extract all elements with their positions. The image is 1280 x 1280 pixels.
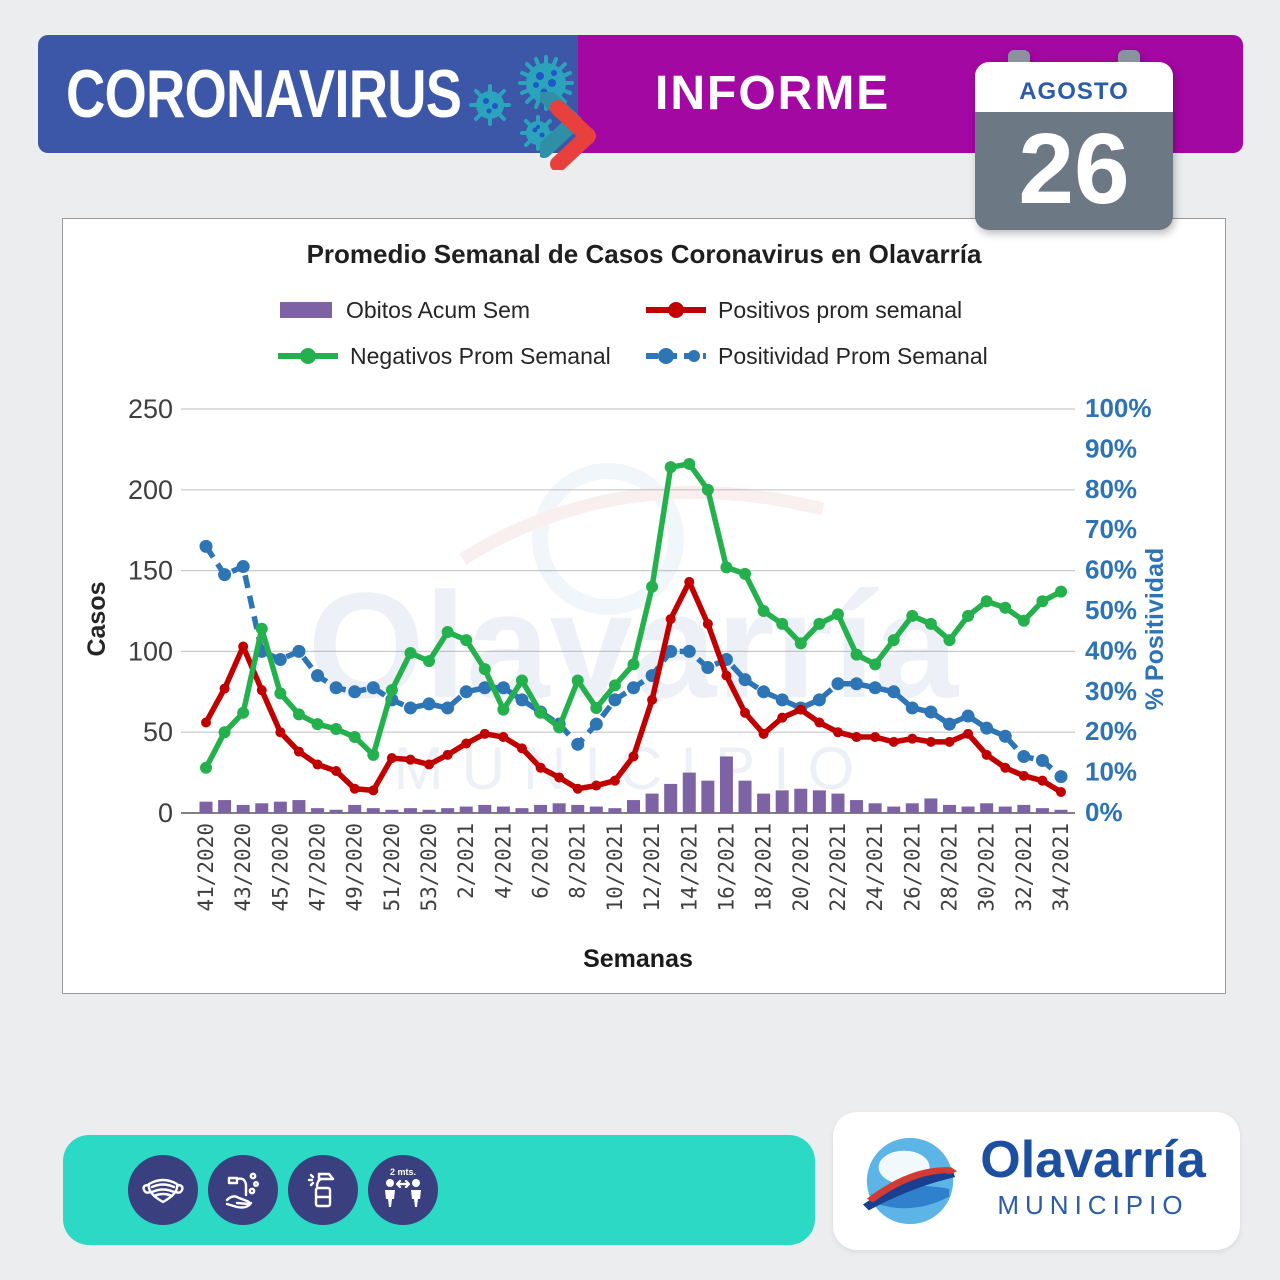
calendar-month-header: AGOSTO	[975, 62, 1173, 112]
svg-text:4/2021: 4/2021	[491, 823, 515, 899]
svg-text:41/2020: 41/2020	[194, 823, 218, 912]
svg-text:% Positividad: % Positividad	[1141, 548, 1169, 711]
chart-card: Olavarría MUNICIPIO 0 50 100 150 200 250 0% 10% 20…	[62, 218, 1226, 994]
svg-text:Casos: Casos	[83, 581, 111, 656]
svg-text:26/2021: 26/2021	[900, 823, 924, 912]
social-distance-icon: 2 mts.	[368, 1155, 438, 1225]
svg-text:50%: 50%	[1085, 595, 1137, 625]
svg-text:8/2021: 8/2021	[566, 823, 590, 899]
legend-item-positivos: Positivos prom semanal	[644, 287, 1012, 333]
svg-text:Semanas: Semanas	[583, 945, 693, 973]
legend-swatch-green-line	[278, 348, 338, 364]
header-coronavirus-band: CORONAVIRUS	[38, 35, 578, 153]
logo-subtitle: MUNICIPIO	[997, 1190, 1189, 1220]
disinfectant-spray-icon	[288, 1155, 358, 1225]
svg-text:10/2021: 10/2021	[603, 823, 627, 912]
legend-swatch-bar	[280, 302, 332, 318]
svg-text:34/2021: 34/2021	[1049, 823, 1073, 912]
svg-text:150: 150	[128, 556, 173, 586]
svg-text:30/2021: 30/2021	[975, 823, 999, 912]
legend-item-negativos: Negativos Prom Semanal	[276, 333, 644, 379]
hand-washing-icon	[208, 1155, 278, 1225]
legend-swatch-blue-dashed-line	[646, 348, 706, 364]
header-title: CORONAVIRUS	[66, 56, 462, 132]
chart-legend: Obitos Acum Sem Positivos prom semanal	[63, 287, 1225, 379]
svg-text:20%: 20%	[1085, 716, 1137, 746]
legend-item-obitos: Obitos Acum Sem	[276, 287, 644, 333]
svg-text:200: 200	[128, 475, 173, 505]
legend-label: Positividad Prom Semanal	[718, 342, 988, 369]
svg-text:60%: 60%	[1085, 555, 1137, 585]
svg-text:43/2020: 43/2020	[231, 823, 255, 912]
olavarria-logo-icon	[862, 1137, 958, 1225]
svg-text:18/2021: 18/2021	[752, 823, 776, 912]
legend-item-positividad: Positividad Prom Semanal	[644, 333, 1012, 379]
svg-text:90%: 90%	[1085, 433, 1137, 463]
virus-icons	[469, 55, 574, 151]
svg-text:0%: 0%	[1085, 797, 1123, 827]
svg-text:50: 50	[143, 717, 173, 747]
svg-text:80%: 80%	[1085, 474, 1137, 504]
chart-title: Promedio Semanal de Casos Coronavirus en…	[306, 239, 982, 269]
distance-label: 2 mts.	[390, 1167, 416, 1177]
svg-text:28/2021: 28/2021	[937, 823, 961, 912]
svg-text:30%: 30%	[1085, 676, 1137, 706]
logo-name: Olavarría	[980, 1131, 1206, 1189]
chart-plot: OlavarríaMUNICIPIO0501001502002500%10%20…	[83, 393, 1169, 973]
municipality-logo-card: Olavarría MUNICIPIO	[833, 1112, 1240, 1250]
calendar-day-body: 26	[975, 112, 1173, 230]
face-mask-icon	[128, 1155, 198, 1225]
calendar-month: AGOSTO	[1019, 78, 1129, 105]
svg-text:100%: 100%	[1085, 393, 1152, 423]
svg-text:40%: 40%	[1085, 635, 1137, 665]
legend-swatch-red-line	[646, 302, 706, 318]
report-label: INFORME	[655, 67, 891, 120]
svg-text:70%: 70%	[1085, 514, 1137, 544]
svg-text:45/2020: 45/2020	[268, 823, 292, 912]
calendar: AGOSTO 26	[975, 50, 1173, 230]
svg-text:49/2020: 49/2020	[343, 823, 367, 912]
svg-text:22/2021: 22/2021	[826, 823, 850, 912]
svg-text:20/2021: 20/2021	[789, 823, 813, 912]
svg-text:53/2020: 53/2020	[417, 823, 441, 912]
svg-text:10%: 10%	[1085, 757, 1137, 787]
calendar-day: 26	[1018, 113, 1130, 225]
svg-text:51/2020: 51/2020	[380, 823, 404, 912]
svg-text:250: 250	[128, 394, 173, 424]
svg-text:16/2021: 16/2021	[714, 823, 738, 912]
svg-text:6/2021: 6/2021	[529, 823, 553, 899]
legend-label: Positivos prom semanal	[718, 296, 963, 323]
svg-text:24/2021: 24/2021	[863, 823, 887, 912]
svg-text:47/2020: 47/2020	[306, 823, 330, 912]
legend-label: Negativos Prom Semanal	[350, 342, 611, 369]
svg-text:14/2021: 14/2021	[677, 823, 701, 912]
svg-text:12/2021: 12/2021	[640, 823, 664, 912]
chevron-right-icon	[540, 92, 596, 170]
svg-text:2/2021: 2/2021	[454, 823, 478, 899]
svg-text:0: 0	[158, 798, 173, 828]
svg-text:32/2021: 32/2021	[1012, 823, 1036, 912]
prevention-band: 2 mts.	[63, 1135, 815, 1245]
legend-label: Obitos Acum Sem	[346, 296, 531, 323]
svg-text:100: 100	[128, 636, 173, 666]
